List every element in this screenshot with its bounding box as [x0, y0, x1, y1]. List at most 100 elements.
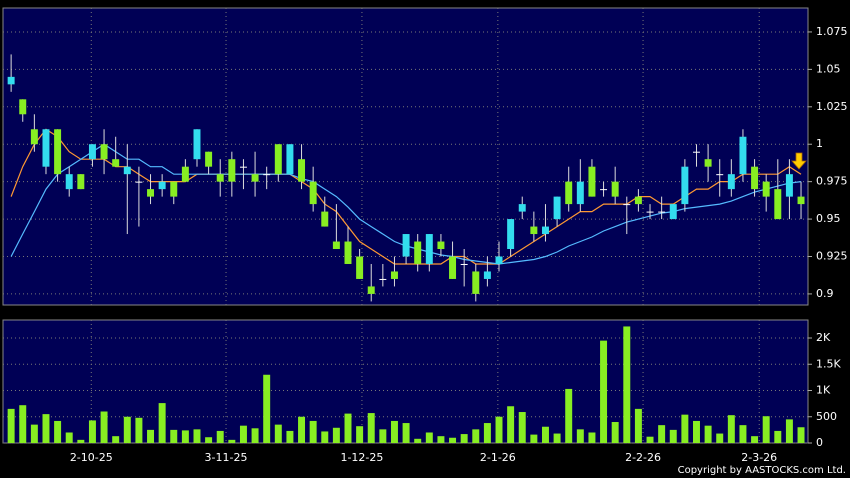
- volume-bar: [669, 429, 677, 443]
- candle-body: [623, 204, 631, 206]
- volume-bar: [251, 428, 259, 443]
- candle-body: [205, 151, 213, 167]
- copyright: Copyright by AASTOCKS.com Ltd.: [678, 465, 846, 476]
- candle-body: [309, 181, 317, 205]
- candle-body: [77, 174, 85, 190]
- volume-bar: [727, 415, 735, 443]
- candle-body: [518, 204, 526, 212]
- volume-bar: [379, 429, 387, 443]
- candle-body: [437, 241, 445, 250]
- volume-bar: [611, 422, 619, 443]
- volume-bar: [449, 437, 457, 443]
- candle-body: [565, 181, 573, 205]
- volume-bar: [170, 429, 178, 443]
- y-tick-label: 0: [816, 436, 823, 449]
- candle-body: [263, 174, 271, 176]
- y-tick-label: 1.075: [816, 25, 848, 38]
- volume-bar: [530, 434, 538, 443]
- candle-body: [611, 181, 619, 197]
- volume-bar: [321, 431, 329, 443]
- candle-body: [588, 166, 596, 197]
- volume-bar: [123, 416, 131, 443]
- volume-bar: [553, 433, 561, 443]
- volume-bar: [774, 430, 782, 443]
- volume-bar: [216, 430, 224, 443]
- volume-bar: [623, 326, 631, 443]
- candle-body: [7, 76, 15, 85]
- volume-bar: [797, 427, 805, 443]
- volume-bar: [309, 420, 317, 443]
- candle-body: [669, 204, 677, 220]
- candle-body: [170, 181, 178, 197]
- candle-body: [460, 263, 468, 265]
- candle-body: [739, 136, 747, 175]
- x-tick-label: 2-2-26: [625, 451, 661, 464]
- volume-bar: [112, 436, 120, 443]
- candle-body: [65, 174, 73, 190]
- candle-body: [495, 256, 503, 264]
- candle-body: [530, 226, 538, 235]
- candle-body: [797, 196, 805, 205]
- volume-bar: [518, 412, 526, 443]
- candle-body: [239, 166, 247, 168]
- volume-bar: [65, 432, 73, 443]
- volume-bar: [646, 436, 654, 443]
- volume-bar: [693, 420, 700, 443]
- y-tick-label: 0.9: [816, 287, 834, 300]
- volume-bar: [390, 420, 398, 443]
- candle-body: [228, 159, 236, 182]
- latest-marker: [791, 152, 807, 170]
- x-tick-label: 3-11-25: [205, 451, 248, 464]
- volume-bar: [437, 436, 445, 443]
- y-tick-label: 1K: [816, 384, 831, 397]
- volume-bar: [181, 430, 189, 443]
- volume-bar: [367, 413, 375, 443]
- volume-bar: [472, 429, 480, 443]
- candle-body: [123, 166, 131, 175]
- candle-body: [356, 256, 364, 279]
- volume-bar: [541, 426, 549, 443]
- volume-bar: [414, 438, 422, 443]
- candle-body: [402, 234, 410, 257]
- candle-body: [274, 144, 282, 175]
- volume-bar: [239, 425, 247, 443]
- volume-bar: [658, 425, 666, 443]
- candle-body: [321, 211, 329, 227]
- volume-bar: [274, 424, 282, 443]
- y-tick-label: 0.975: [816, 175, 848, 188]
- volume-bar: [205, 437, 213, 443]
- candle-body: [576, 181, 584, 205]
- volume-bar: [716, 433, 724, 443]
- volume-bar: [228, 439, 236, 443]
- candle-body: [681, 166, 689, 205]
- volume-bar: [286, 430, 294, 443]
- volume-bar: [88, 420, 96, 443]
- volume-bar: [193, 429, 201, 443]
- candle-body: [54, 129, 62, 175]
- candle-body: [472, 271, 480, 294]
- volume-bar: [100, 411, 108, 443]
- volume-bar: [7, 408, 15, 443]
- candle-body: [332, 241, 340, 250]
- candle-body: [425, 234, 433, 264]
- candle-body: [42, 129, 50, 167]
- volume-bar: [356, 426, 364, 443]
- volume-bar: [263, 374, 271, 443]
- volume-bar: [402, 423, 410, 443]
- volume-bar: [565, 388, 573, 443]
- candle-body: [19, 99, 27, 115]
- candle-body: [112, 159, 120, 167]
- volume-bar: [762, 416, 770, 443]
- volume-bar: [704, 425, 712, 443]
- candle-body: [390, 271, 398, 279]
- candle-body: [600, 189, 608, 191]
- x-tick-label: 2-10-25: [70, 451, 113, 464]
- volume-bar: [19, 405, 27, 443]
- candle-body: [344, 241, 352, 264]
- candle-body: [751, 166, 759, 190]
- y-tick-label: 0.95: [816, 212, 841, 225]
- candle-body: [553, 196, 561, 220]
- volume-bar: [425, 432, 433, 443]
- volume-bar: [495, 416, 503, 443]
- candle-body: [100, 144, 108, 160]
